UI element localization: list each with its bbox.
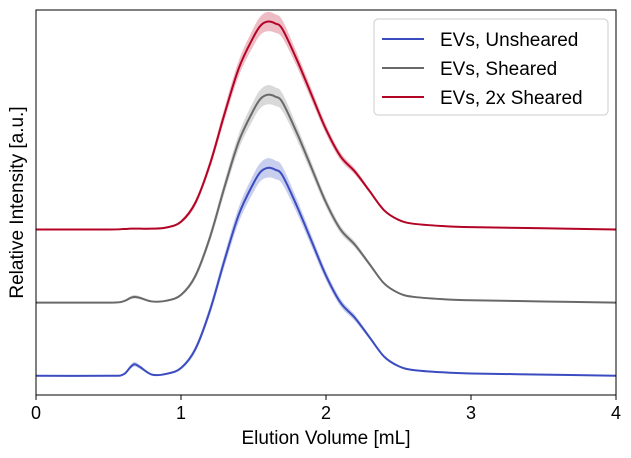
legend-box [373, 18, 609, 116]
x-axis-label: Elution Volume [mL] [242, 428, 411, 449]
legend-label-unsheared: EVs, Unsheared [440, 30, 578, 51]
band-unsheared [36, 158, 616, 376]
line-sheared [35, 93, 617, 304]
x-axis-ticks: 0 1 2 3 4 [31, 395, 621, 423]
band-sheared [36, 85, 616, 303]
legend-entry-2x-sheared: EVs, 2x Sheared [382, 88, 583, 109]
legend-entry-sheared: EVs, Sheared [382, 59, 557, 80]
legend: EVs, Unsheared EVs, Sheared EVs, 2x Shea… [373, 18, 609, 116]
line-unsheared [35, 166, 617, 377]
y-axis-label: Relative Intensity [a.u.] [7, 106, 28, 298]
x-tick-label: 0 [31, 403, 41, 423]
legend-label-sheared: EVs, Sheared [440, 59, 557, 80]
legend-entry-unsheared: EVs, Unsheared [382, 30, 578, 51]
line-2x-sheared [35, 20, 617, 231]
x-tick-label: 3 [466, 403, 476, 423]
x-tick-label: 4 [611, 403, 621, 423]
x-tick-label: 2 [321, 403, 331, 423]
series-lines [35, 20, 617, 377]
legend-label-2x-sheared: EVs, 2x Sheared [440, 88, 583, 109]
x-tick-label: 1 [176, 403, 186, 423]
